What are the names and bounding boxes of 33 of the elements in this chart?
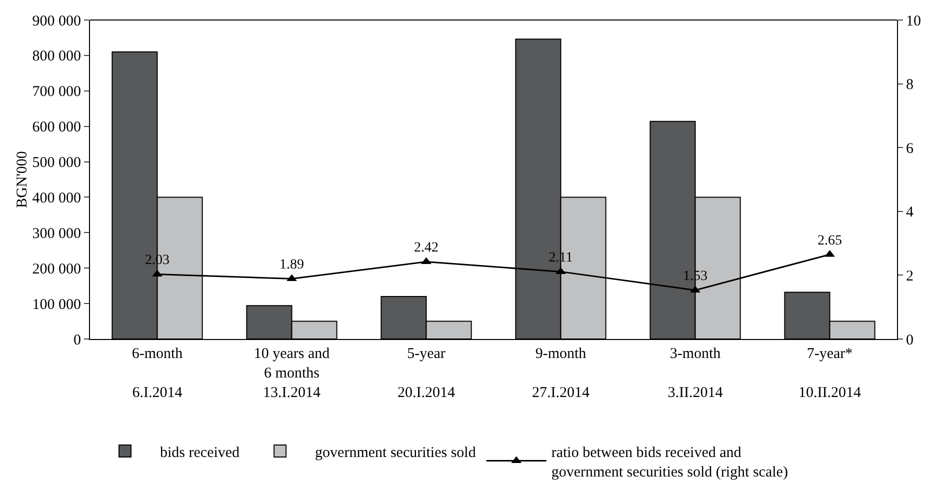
y-axis-title: BGN'000 — [14, 151, 30, 208]
category-label: 3-month 3.II.2014 — [668, 346, 723, 401]
y-tick-label: 600 000 — [32, 120, 81, 136]
y2-tick-label: 4 — [906, 204, 914, 221]
y2-tick-label: 6 — [906, 140, 914, 157]
y-tick-label: 400 000 — [32, 190, 81, 206]
category-label: 5-year 20.I.2014 — [398, 346, 455, 401]
legend-label: ratio between bids received and government securities sold (right scale) — [551, 444, 788, 480]
y-tick-label: 300 000 — [32, 226, 81, 242]
y-tick-label: 700 000 — [32, 84, 81, 100]
x-tick-label: 10 years and 6 months 13.I.2014 — [254, 346, 330, 401]
legend-label: government securities sold — [315, 444, 476, 461]
point — [421, 257, 432, 264]
data-label: 2.65 — [818, 233, 842, 248]
y-tick-label: 100 000 — [32, 296, 81, 313]
y2-tick-label: 8 — [906, 77, 914, 94]
y-tick-label: 500 000 — [32, 155, 81, 172]
legend-label: bids received — [160, 444, 240, 461]
data-label: 2.11 — [548, 250, 573, 266]
category-label: 6-month 6.I.2014 — [132, 346, 183, 401]
y-tick-label: 200 000 — [32, 261, 81, 278]
data-label: 2.42 — [414, 240, 438, 256]
data-label: 1.89 — [280, 258, 304, 273]
y2-tick-label: 0 — [906, 332, 914, 348]
point — [824, 250, 835, 257]
y-tick-label: 0 — [74, 332, 81, 348]
y-tick-label: 900 000 — [32, 13, 81, 30]
data-label: 1.53 — [683, 269, 708, 284]
y2-tick-label: 10 — [906, 13, 921, 30]
y2-tick-label: 2 — [906, 268, 914, 284]
category-label: 9-month 27.I.2014 — [532, 346, 590, 401]
category-label: 7-year* 10.II.2014 — [798, 346, 861, 401]
y-tick-label: 800 000 — [32, 48, 81, 65]
